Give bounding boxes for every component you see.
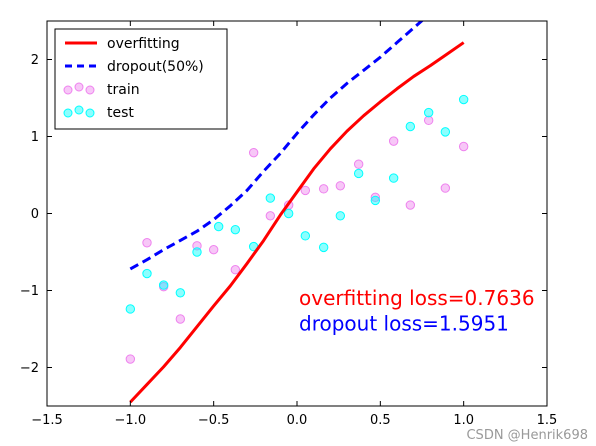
x-tick-label: 1.5 bbox=[537, 413, 558, 428]
overfitting-loss-annotation: overfitting loss=0.7636 bbox=[299, 286, 535, 310]
series-dropout-50--line bbox=[129, 21, 424, 271]
x-tick-label: −1.0 bbox=[115, 413, 147, 428]
train-point bbox=[370, 192, 381, 203]
train-point bbox=[423, 115, 434, 126]
train-point bbox=[405, 200, 416, 210]
train-point bbox=[300, 185, 311, 196]
x-tick-label: 0.0 bbox=[287, 413, 308, 428]
test-point bbox=[423, 107, 434, 118]
legend-test-marker bbox=[63, 108, 73, 118]
test-point bbox=[370, 195, 381, 206]
legend-box bbox=[54, 28, 228, 130]
series-overfitting-line bbox=[129, 41, 465, 404]
legend-train-marker bbox=[74, 82, 84, 92]
test-point bbox=[440, 127, 451, 137]
train-point bbox=[230, 265, 241, 275]
test-point bbox=[158, 280, 169, 290]
legend-train-marker bbox=[63, 85, 73, 95]
test-point bbox=[175, 288, 186, 298]
axis-ticks: −1.5 −1.0 −0.5 0.0 0.5 1.0 1.5 −2 −1 0 1 2 bbox=[20, 21, 558, 428]
test-point bbox=[388, 173, 399, 183]
legend-overfitting-label: overfitting bbox=[107, 36, 180, 52]
train-point bbox=[248, 147, 259, 158]
train-point bbox=[335, 181, 346, 191]
y-tick-label: 1 bbox=[31, 130, 39, 145]
legend: overfitting dropout(50%) train test bbox=[54, 28, 228, 130]
watermark: CSDN @Henrik698 bbox=[466, 428, 588, 443]
test-point bbox=[142, 268, 152, 279]
legend-test-label: test bbox=[107, 105, 134, 121]
test-point bbox=[265, 193, 276, 203]
series-test bbox=[125, 94, 469, 314]
test-point bbox=[458, 94, 469, 105]
legend-test-marker bbox=[85, 108, 95, 118]
test-point bbox=[283, 208, 294, 219]
legend-train-marker bbox=[85, 85, 95, 95]
train-point bbox=[125, 354, 136, 364]
test-point bbox=[125, 304, 136, 314]
train-point bbox=[353, 159, 364, 169]
test-point bbox=[405, 121, 416, 132]
train-point bbox=[458, 141, 469, 152]
train-point bbox=[388, 136, 399, 146]
dropout-loss-annotation: dropout loss=1.5951 bbox=[299, 312, 509, 336]
train-point bbox=[440, 183, 451, 193]
legend-train-label: train bbox=[107, 82, 140, 98]
test-point bbox=[335, 211, 346, 221]
x-tick-label: −1.5 bbox=[31, 413, 63, 428]
x-tick-label: −0.5 bbox=[198, 413, 230, 428]
x-tick-label: 0.5 bbox=[370, 413, 391, 428]
legend-dropout-50-label: dropout(50%) bbox=[107, 59, 204, 75]
test-point bbox=[300, 231, 311, 241]
x-tick-label: 1.0 bbox=[453, 413, 474, 428]
plot-area bbox=[125, 21, 469, 404]
y-tick-label: −1 bbox=[20, 284, 39, 299]
train-point bbox=[318, 184, 329, 194]
train-point bbox=[208, 244, 219, 255]
train-point bbox=[175, 314, 186, 324]
y-tick-label: −2 bbox=[20, 361, 39, 376]
test-point bbox=[318, 242, 329, 253]
test-point bbox=[192, 247, 202, 257]
y-tick-label: 0 bbox=[31, 207, 39, 222]
test-point bbox=[353, 168, 364, 179]
y-tick-label: 2 bbox=[31, 53, 39, 68]
test-point bbox=[230, 224, 241, 235]
legend-test-marker bbox=[74, 105, 84, 115]
train-point bbox=[142, 238, 152, 248]
test-point bbox=[213, 221, 224, 232]
train-point bbox=[265, 211, 276, 221]
